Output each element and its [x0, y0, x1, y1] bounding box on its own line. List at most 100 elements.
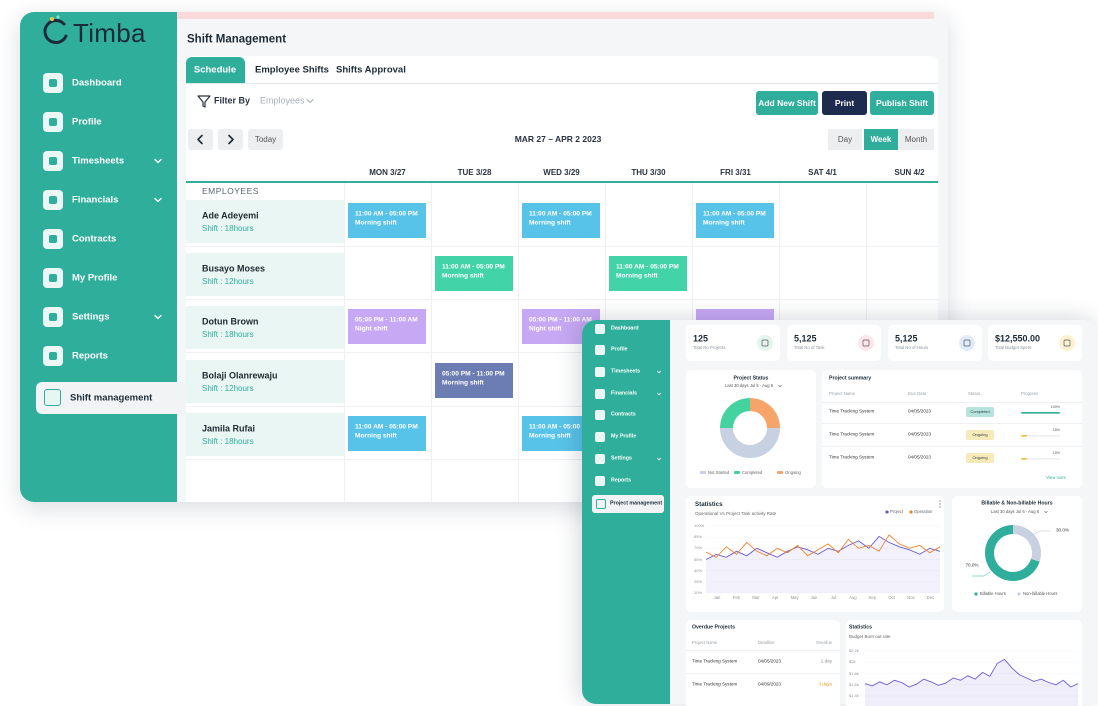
shift-label: Morning shift	[529, 219, 571, 227]
next-button[interactable]	[218, 129, 243, 150]
action-button[interactable]	[870, 91, 934, 115]
chevron-icon	[1044, 511, 1048, 513]
chevron-icon	[228, 134, 234, 145]
table-line	[822, 423, 1082, 424]
tab[interactable]: Schedule	[193, 64, 237, 76]
view-label[interactable]: Month	[904, 135, 928, 144]
nav-item[interactable]: Contracts	[611, 411, 636, 418]
nav-icon-glyph	[49, 352, 57, 360]
shift-block[interactable]	[348, 416, 426, 451]
nav-item[interactable]: Financials	[72, 194, 119, 206]
nav-item[interactable]: My Profile	[611, 433, 637, 440]
nav-icon-glyph	[49, 157, 57, 165]
prev-button[interactable]	[188, 129, 213, 150]
nav-icon	[595, 324, 605, 334]
legend-dot	[885, 510, 889, 514]
today-button[interactable]	[248, 129, 283, 150]
nav-item[interactable]: Timesheets	[611, 368, 641, 375]
nav-item[interactable]: Timesheets	[72, 155, 125, 167]
action-label[interactable]: Print	[834, 97, 855, 108]
action-label[interactable]: Publish Shift	[876, 97, 928, 108]
employee-cell	[186, 413, 344, 456]
shift-block[interactable]	[435, 363, 513, 398]
card	[686, 496, 944, 612]
nav-item[interactable]: Financials	[611, 390, 637, 397]
nav-item[interactable]: Contracts	[72, 233, 117, 245]
x-tick-label: Oct	[888, 594, 895, 600]
shift-block[interactable]	[522, 203, 600, 238]
card-title: Statistics	[849, 624, 873, 631]
nav-item[interactable]: Settings	[611, 455, 632, 462]
shift-block[interactable]	[348, 203, 426, 238]
nav-icon-glyph	[49, 118, 57, 126]
stat-icon	[1059, 335, 1075, 351]
table-header: Status	[968, 390, 981, 396]
action-button[interactable]	[822, 91, 867, 115]
page-title: Shift Management	[187, 33, 287, 46]
shift-block[interactable]	[435, 256, 513, 291]
project-name: Time Tracking System	[829, 431, 875, 437]
employee-shift: Shift : 18hours	[202, 330, 254, 339]
status-pill	[966, 407, 994, 417]
chevron-icon	[154, 314, 162, 320]
shift-label: Morning shift	[703, 219, 745, 227]
card-title: Project Status	[733, 375, 769, 382]
employee-name: Ade Adeyemi	[202, 210, 259, 221]
row-line	[186, 246, 938, 247]
nav-item[interactable]: Profile	[611, 346, 628, 353]
nav-item[interactable]: Reports	[72, 350, 108, 362]
action-button[interactable]	[756, 91, 818, 115]
stat-icon	[959, 335, 975, 351]
tab[interactable]: Employee Shifts	[255, 64, 329, 76]
table-header: Overdue	[815, 639, 832, 645]
chevron-icon	[154, 197, 162, 203]
view-button[interactable]	[828, 129, 862, 150]
legend-swatch	[734, 471, 740, 474]
shift-block[interactable]	[696, 203, 774, 238]
filter-value[interactable]: Employees	[260, 95, 305, 106]
donut-segment	[1013, 525, 1042, 562]
top-banner	[177, 12, 934, 19]
shift-label: Morning shift	[355, 219, 397, 227]
y-tick-label: $1.6k	[849, 681, 859, 687]
shift-block[interactable]	[348, 309, 426, 344]
view-label[interactable]: Week	[870, 135, 892, 144]
project-name: Time Tracking System	[829, 408, 875, 414]
nav-item[interactable]: My Profile	[72, 272, 118, 284]
view-button[interactable]	[898, 129, 934, 150]
nav-item[interactable]: Profile	[72, 116, 102, 128]
nav-item[interactable]: Dashboard	[611, 325, 639, 332]
y-tick-label: 25%	[694, 578, 703, 584]
view-label[interactable]: Day	[837, 135, 853, 144]
tab-line	[186, 83, 938, 84]
day-header: TUE 3/28	[457, 168, 492, 177]
table-cell: Time Tracking System	[692, 658, 738, 664]
shift-time: 11:00 AM - 05:00 PM	[616, 263, 679, 271]
row-line	[186, 352, 938, 353]
legend-label: Billable Hours	[980, 590, 1006, 596]
nav-item-active[interactable]: Shift management	[70, 392, 153, 404]
table-header: Deadline	[758, 639, 775, 645]
nav-item[interactable]: Dashboard	[72, 77, 122, 89]
table-header: Project Name	[692, 639, 718, 645]
progress-bar	[1021, 435, 1027, 437]
progress-bar	[1021, 458, 1027, 460]
shift-block[interactable]	[609, 256, 687, 291]
x-tick-label: Apr	[771, 594, 779, 600]
view-more[interactable]: View more	[1046, 474, 1066, 480]
nav-item-active[interactable]: Project management	[610, 500, 663, 507]
card-subtitle: Operational Vs Project Task activity Rat…	[695, 510, 777, 516]
area-fill	[706, 536, 940, 593]
view-button[interactable]	[864, 129, 898, 150]
table-header: Project Name	[829, 390, 856, 396]
day-header: THU 3/30	[631, 168, 666, 177]
nav-item[interactable]: Reports	[611, 477, 632, 484]
nav-item[interactable]: Settings	[72, 311, 110, 323]
tab[interactable]: Shifts Approval	[336, 64, 406, 76]
today-label[interactable]: Today	[254, 135, 277, 144]
y-tick-label: $2.2k	[849, 648, 859, 653]
action-label[interactable]: Add New Shift	[758, 97, 816, 108]
employee-cell	[186, 360, 344, 403]
employee-cell	[186, 200, 344, 243]
y-tick-label: 55%	[694, 556, 703, 562]
